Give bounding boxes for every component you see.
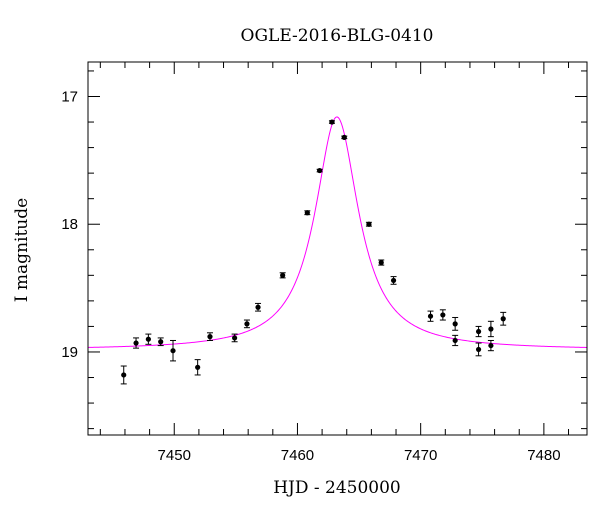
data-point xyxy=(244,321,250,327)
data-point xyxy=(475,346,482,353)
data-point xyxy=(488,326,494,332)
data-point xyxy=(329,119,335,125)
data-point xyxy=(378,259,384,266)
data-point xyxy=(488,342,494,349)
data-point xyxy=(452,337,458,344)
x-tick-label: 7480 xyxy=(527,447,560,464)
data-point xyxy=(475,328,482,335)
x-tick-label: 7450 xyxy=(158,447,191,464)
chart-title: OGLE-2016-BLG-0410 xyxy=(241,26,434,46)
data-point xyxy=(170,348,176,354)
data-point xyxy=(341,134,347,140)
data-point xyxy=(280,272,286,278)
data-point xyxy=(145,336,151,342)
data-point xyxy=(366,221,372,227)
data-point xyxy=(317,167,323,174)
data-point xyxy=(427,313,434,319)
data-point xyxy=(232,335,238,341)
data-point xyxy=(121,372,127,378)
data-point xyxy=(500,316,506,322)
data-point xyxy=(390,277,397,284)
data-point xyxy=(207,334,213,340)
x-tick-label: 7460 xyxy=(281,447,314,464)
data-point xyxy=(440,312,446,318)
data-point xyxy=(195,364,201,370)
model-curve xyxy=(87,116,588,348)
data-point xyxy=(255,304,261,310)
y-tick-label: 17 xyxy=(61,88,78,105)
y-axis-title: I magnitude xyxy=(12,198,32,302)
data-point xyxy=(304,210,310,216)
y-tick-label: 18 xyxy=(61,216,78,233)
data-point xyxy=(452,321,458,327)
plot-frame xyxy=(87,61,588,436)
data-point xyxy=(133,340,139,346)
x-tick-label: 7470 xyxy=(404,447,437,464)
x-axis-title: HJD - 2450000 xyxy=(273,478,401,498)
data-point xyxy=(158,339,164,345)
plot-area: 7450 7460 7470 7480 17 18 19 xyxy=(61,61,588,464)
y-tick-label: 19 xyxy=(61,344,78,361)
